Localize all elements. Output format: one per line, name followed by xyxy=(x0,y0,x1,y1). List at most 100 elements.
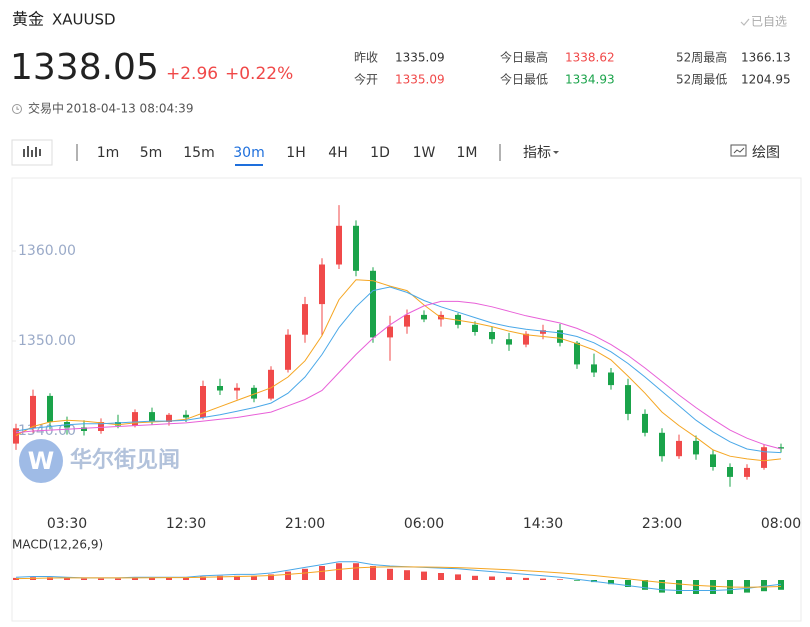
candle-body xyxy=(523,333,529,345)
candle-body xyxy=(693,440,699,455)
price-change-percent: +0.22% xyxy=(225,64,293,84)
candle-body xyxy=(387,326,393,338)
candle-body xyxy=(166,414,172,422)
candle-body xyxy=(778,447,784,449)
macd-bar xyxy=(149,577,155,580)
interval-tab[interactable]: 1D xyxy=(370,145,390,161)
macd-bar xyxy=(132,577,138,580)
macd-bar xyxy=(506,577,512,580)
candle-body xyxy=(676,440,682,457)
stat-value: 1335.09 xyxy=(395,51,445,65)
interval-tab[interactable]: 15m xyxy=(183,145,214,161)
trading-status: 交易中 xyxy=(28,101,64,116)
macd-bar xyxy=(13,577,19,580)
x-tick-label: 14:30 xyxy=(523,516,563,532)
macd-bar xyxy=(523,577,529,580)
interval-tab[interactable]: 5m xyxy=(140,145,163,161)
candle-body xyxy=(591,364,597,373)
macd-bar xyxy=(217,575,223,580)
candle-body xyxy=(234,387,240,391)
macd-bar xyxy=(540,578,546,580)
stat-value: 1335.09 xyxy=(395,73,445,87)
macd-bar xyxy=(166,577,172,580)
macd-bar xyxy=(404,570,410,580)
candle-body xyxy=(336,225,342,265)
macd-bar xyxy=(200,576,206,580)
macd-bar xyxy=(574,580,580,581)
asset-symbol: XAUUSD xyxy=(52,11,116,29)
interval-tab[interactable]: 1H xyxy=(286,145,305,161)
candle-body xyxy=(710,454,716,467)
candle-body xyxy=(540,330,546,334)
stats: 昨收 1335.09 今开 1335.09 今日最高 1338.62 今日最低 1334.93… xyxy=(354,50,791,87)
stat-value: 1338.62 xyxy=(565,51,615,65)
macd-bar xyxy=(370,566,376,580)
interval-tab[interactable]: 30m xyxy=(233,145,264,161)
candle-body xyxy=(557,330,563,343)
candle-body xyxy=(574,342,580,365)
macd-bar xyxy=(98,578,104,580)
stat-label: 今日最低 xyxy=(500,72,548,87)
macd-bar xyxy=(234,575,240,580)
watch-button[interactable]: 已自选 xyxy=(740,15,787,29)
y-tick-label: 1360.00 xyxy=(18,243,76,259)
stat-label: 今日最高 xyxy=(500,50,548,65)
candle-body xyxy=(472,324,478,332)
candle-body xyxy=(608,372,614,386)
interval-tab[interactable]: 1W xyxy=(413,145,436,161)
candle-body xyxy=(421,314,427,320)
stat-label: 52周最低 xyxy=(676,73,727,87)
candle-body xyxy=(744,467,750,477)
candle-body xyxy=(251,387,257,399)
macd-bar xyxy=(47,577,53,580)
macd-bar xyxy=(608,580,614,585)
macd-line xyxy=(15,561,782,591)
chart-frame xyxy=(11,177,802,622)
watch-label[interactable]: 已自选 xyxy=(751,15,787,29)
candle-body xyxy=(761,447,767,468)
candle-body xyxy=(115,422,121,426)
candle-body xyxy=(727,467,733,477)
x-tick-label: 08:00 xyxy=(761,516,801,532)
macd-bar xyxy=(676,580,682,594)
macd-bar xyxy=(183,577,189,580)
macd-bar xyxy=(455,574,461,580)
timestamp: 2018-04-13 08:04:39 xyxy=(66,102,193,116)
macd-bar xyxy=(659,580,665,593)
check-icon xyxy=(740,18,750,26)
x-tick-label: 12:30 xyxy=(166,516,206,532)
draw-icon-line xyxy=(733,147,745,154)
macd-bar xyxy=(336,563,342,580)
interval-tab[interactable]: 4H xyxy=(328,145,347,161)
dropdown-arrow xyxy=(553,151,559,154)
watermark: 华尔街见闻 xyxy=(70,447,180,473)
candle-body xyxy=(506,339,512,345)
macd-bar xyxy=(472,575,478,580)
macd-bar xyxy=(268,574,274,580)
candle-body xyxy=(200,386,206,418)
candle-body xyxy=(642,413,648,433)
candle-body xyxy=(98,422,104,431)
candle-body xyxy=(47,395,53,422)
macd-bar xyxy=(81,578,87,580)
moving-average xyxy=(15,279,782,462)
price-change: +2.96 xyxy=(166,64,218,84)
candle-body xyxy=(489,332,495,340)
last-price: 1338.05 xyxy=(10,47,159,88)
chart-type-button[interactable] xyxy=(11,139,53,166)
macd-bar xyxy=(693,580,699,594)
candle-body xyxy=(30,395,36,429)
stat-value: 1334.93 xyxy=(565,73,615,87)
macd-bar xyxy=(64,577,70,580)
macd-bar xyxy=(761,580,767,592)
moving-average xyxy=(15,286,782,454)
interval-tab[interactable]: 1m xyxy=(97,145,120,161)
macd-bar xyxy=(489,576,495,580)
draw-button[interactable]: 绘图 xyxy=(752,145,780,161)
indicator-menu[interactable]: 指标 xyxy=(523,145,551,161)
moving-average xyxy=(15,300,782,450)
interval-tab[interactable]: 1M xyxy=(457,145,478,161)
clock-hand xyxy=(16,106,19,110)
macd-bar xyxy=(557,579,563,580)
